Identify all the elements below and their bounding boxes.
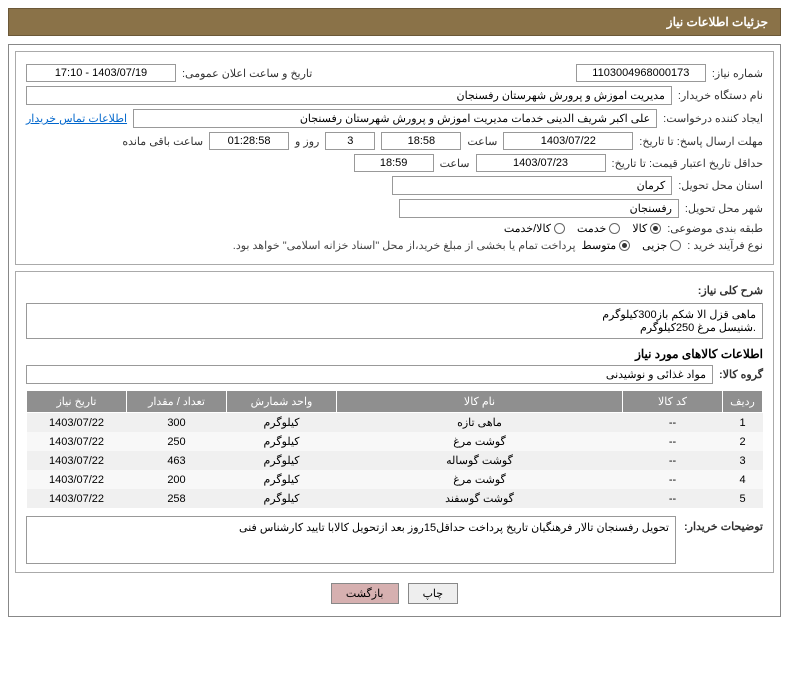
requester-field: علی اکبر شریف الدینی خدمات مدیریت اموزش … [133,109,657,128]
remaining-field: 01:28:58 [209,132,289,150]
radio-goods[interactable]: کالا [632,222,661,235]
category-label: طبقه بندی موضوعی: [667,222,763,235]
time-label-2: ساعت [440,157,470,170]
outer-frame: شماره نیاز: 1103004968000173 تاریخ و ساع… [8,44,781,617]
need-no-field: 1103004968000173 [576,64,706,82]
table-header-row: ردیف کد کالا نام کالا واحد شمارش تعداد /… [27,391,763,413]
th-unit: واحد شمارش [227,391,337,413]
days-and-label: روز و [295,135,319,148]
reply-deadline-label: مهلت ارسال پاسخ: تا تاریخ: [639,135,763,148]
days-field: 3 [325,132,375,150]
buyer-notes-field: تحویل رفسنجان تالار فرهنگیان تاریخ پرداخ… [26,516,676,564]
table-cell: 200 [127,470,227,489]
table-cell: 258 [127,489,227,508]
table-cell: -- [623,432,723,451]
table-cell: 3 [723,451,763,470]
table-cell: -- [623,451,723,470]
buyer-notes-label: توضیحات خریدار: [684,516,763,533]
requester-label: ایجاد کننده درخواست: [663,112,763,125]
back-button[interactable]: بازگشت [331,583,399,604]
table-cell: کیلوگرم [227,470,337,489]
th-row: ردیف [723,391,763,413]
table-cell: 463 [127,451,227,470]
goods-table: ردیف کد کالا نام کالا واحد شمارش تعداد /… [26,390,763,508]
radio-goods-label: کالا [632,222,647,235]
table-cell: گوشت مرغ [337,432,623,451]
purchase-type-label: نوع فرآیند خرید : [687,239,763,252]
province-field: کرمان [392,176,672,195]
footer-buttons: چاپ بازگشت [15,573,774,610]
table-cell: کیلوگرم [227,489,337,508]
table-cell: 4 [723,470,763,489]
radio-service[interactable]: خدمت [577,222,620,235]
validity-time-field: 18:59 [354,154,434,172]
radio-service-label: خدمت [577,222,606,235]
radio-partial-label: جزیی [642,239,667,252]
table-cell: -- [623,489,723,508]
details-panel: شماره نیاز: 1103004968000173 تاریخ و ساع… [15,51,774,265]
city-field: رفسنجان [399,199,679,218]
contact-link[interactable]: اطلاعات تماس خریدار [26,112,127,125]
table-cell: ماهی تازه [337,413,623,433]
table-cell: 1403/07/22 [27,413,127,433]
table-row: 5--گوشت گوسفندکیلوگرم2581403/07/22 [27,489,763,508]
radio-both-label: کالا/خدمت [504,222,551,235]
th-qty: تعداد / مقدار [127,391,227,413]
announce-label: تاریخ و ساعت اعلان عمومی: [182,67,312,80]
time-label-1: ساعت [467,135,497,148]
table-cell: کیلوگرم [227,413,337,433]
table-cell: 1403/07/22 [27,451,127,470]
validity-date-field: 1403/07/23 [476,154,606,172]
city-label: شهر محل تحویل: [685,202,763,215]
table-cell: گوشت مرغ [337,470,623,489]
payment-note: پرداخت تمام یا بخشی از مبلغ خرید،از محل … [233,239,576,252]
table-row: 3--گوشت گوسالهکیلوگرم4631403/07/22 [27,451,763,470]
purchase-type-radio-group: جزیی متوسط [582,239,682,252]
table-cell: -- [623,413,723,433]
reply-date-field: 1403/07/22 [503,132,633,150]
table-cell: کیلوگرم [227,451,337,470]
table-row: 4--گوشت مرغکیلوگرم2001403/07/22 [27,470,763,489]
desc-field: ماهی قزل الا شکم باز300کیلوگرم .شنیسل مر… [26,303,763,339]
buyer-org-field: مدیریت اموزش و پرورش شهرستان رفسنجان [26,86,672,105]
radio-both[interactable]: کالا/خدمت [504,222,565,235]
province-label: استان محل تحویل: [678,179,763,192]
goods-panel: شرح کلی نیاز: ماهی قزل الا شکم باز300کیل… [15,271,774,573]
radio-medium-label: متوسط [582,239,617,252]
table-cell: 250 [127,432,227,451]
table-cell: گوشت گوسفند [337,489,623,508]
desc-label: شرح کلی نیاز: [698,284,763,297]
goods-group-label: گروه کالا: [719,368,763,381]
radio-partial[interactable]: جزیی [642,239,681,252]
announce-field: 1403/07/19 - 17:10 [26,64,176,82]
print-button[interactable]: چاپ [408,583,459,604]
th-date: تاریخ نیاز [27,391,127,413]
reply-time-field: 18:58 [381,132,461,150]
table-cell: -- [623,470,723,489]
table-cell: 300 [127,413,227,433]
table-cell: 1403/07/22 [27,470,127,489]
th-code: کد کالا [623,391,723,413]
table-cell: گوشت گوساله [337,451,623,470]
table-cell: کیلوگرم [227,432,337,451]
table-cell: 5 [723,489,763,508]
goods-group-field: مواد غذائی و نوشیدنی [26,365,713,384]
category-radio-group: کالا خدمت کالا/خدمت [504,222,661,235]
table-row: 1--ماهی تازهکیلوگرم3001403/07/22 [27,413,763,433]
buyer-org-label: نام دستگاه خریدار: [678,89,763,102]
table-cell: 2 [723,432,763,451]
remaining-label: ساعت باقی مانده [122,135,203,148]
table-row: 2--گوشت مرغکیلوگرم2501403/07/22 [27,432,763,451]
table-cell: 1403/07/22 [27,432,127,451]
validity-label: حداقل تاریخ اعتبار قیمت: تا تاریخ: [612,157,763,170]
radio-medium[interactable]: متوسط [582,239,631,252]
table-cell: 1403/07/22 [27,489,127,508]
page-header: جزئیات اطلاعات نیاز [8,8,781,36]
table-cell: 1 [723,413,763,433]
th-name: نام کالا [337,391,623,413]
need-no-label: شماره نیاز: [712,67,763,80]
goods-info-title: اطلاعات کالاهای مورد نیاز [26,347,763,361]
